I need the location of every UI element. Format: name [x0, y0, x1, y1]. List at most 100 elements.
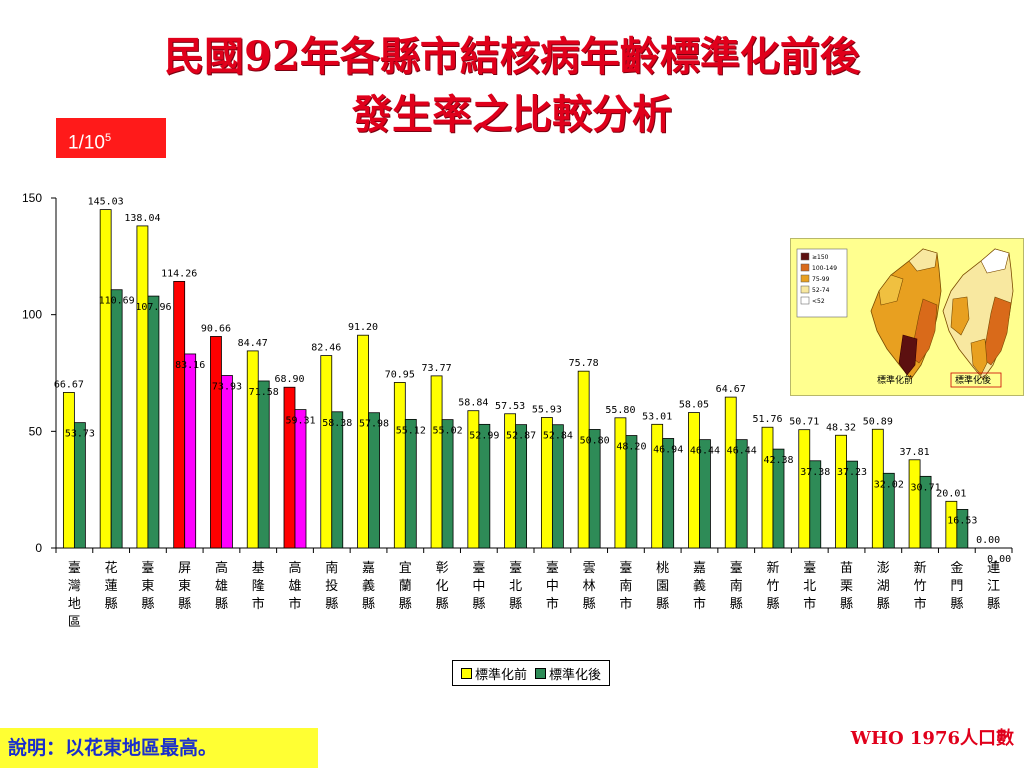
data-label-before: 55.93 [532, 404, 562, 415]
x-tick-label-char: 縣 [877, 597, 890, 612]
data-label-after: 52.84 [543, 431, 573, 442]
data-label-before: 73.77 [422, 363, 452, 374]
data-label-after: 42.38 [763, 455, 793, 466]
data-label-after: 37.38 [800, 467, 830, 478]
x-tick-label-char: 灣 [68, 579, 81, 594]
bar-before [357, 334, 369, 549]
x-tick-label-char: 雲 [583, 561, 596, 576]
x-tick-label-char: 金 [950, 560, 963, 576]
x-tick-label-char: 蓮 [105, 579, 118, 594]
map-legend-box [796, 248, 848, 318]
bar-before [62, 392, 75, 549]
map-legend-label: 52-74 [812, 287, 830, 294]
data-label-after: 37.23 [837, 467, 867, 478]
data-label-before: 75.78 [569, 358, 599, 369]
x-tick-label-char: 竹 [766, 579, 779, 594]
data-label-before: 58.84 [458, 398, 488, 409]
legend-label-after: 標準化後 [548, 667, 601, 683]
x-tick-label-char: 臺 [730, 561, 743, 576]
x-tick-label-char: 南 [325, 560, 338, 576]
x-tick-label-char: 臺 [619, 561, 632, 576]
data-label-after: 110.69 [99, 296, 135, 307]
x-tick-label-char: 縣 [178, 597, 191, 612]
unit-exponent: 5 [104, 132, 112, 144]
data-label-after: 46.44 [727, 446, 757, 457]
bar-after [331, 411, 344, 549]
data-label-after: 46.94 [653, 444, 683, 455]
map-legend-label: ≥150 [812, 254, 829, 261]
data-label-before: 50.89 [863, 416, 893, 427]
x-tick-label-char: 縣 [215, 597, 228, 612]
bar-before [761, 426, 774, 549]
x-tick-label-char: 嘉 [693, 561, 706, 576]
data-label-before: 138.04 [124, 213, 160, 224]
data-label-after: 0.00 [987, 554, 1011, 565]
data-label-before: 68.90 [274, 374, 304, 385]
x-tick-label-char: 南 [619, 578, 632, 594]
data-label-after: 52.99 [469, 430, 499, 441]
x-tick-label-char: 縣 [141, 597, 154, 612]
x-tick-label-char: 市 [252, 596, 265, 612]
data-label-after: 32.02 [874, 479, 904, 490]
data-label-before: 91.20 [348, 322, 378, 333]
bar-before [724, 396, 737, 549]
data-label-before: 145.03 [88, 197, 124, 208]
bar-after [441, 419, 454, 549]
x-tick-label-char: 投 [325, 578, 338, 594]
bar-after [625, 435, 638, 549]
bar-after [478, 423, 491, 549]
data-label-after: 107.96 [135, 302, 171, 313]
x-tick-label-char: 臺 [803, 561, 816, 576]
data-label-before: 53.01 [642, 411, 672, 422]
bar-after [551, 424, 564, 549]
bar-after [662, 438, 675, 549]
x-tick-label-char: 澎 [877, 561, 890, 576]
x-tick-label-char: 花 [105, 560, 118, 576]
x-tick-label-char: 縣 [105, 597, 118, 612]
bar-before [651, 423, 664, 549]
x-tick-label-char: 嘉 [362, 561, 375, 576]
x-tick-label-char: 縣 [840, 597, 853, 612]
data-label-before: 20.01 [936, 488, 966, 499]
bar-before [798, 429, 811, 549]
bar-after [735, 439, 748, 549]
x-tick-label-char: 縣 [766, 597, 779, 612]
x-tick-label-char: 縣 [472, 597, 485, 612]
data-label-after: 59.31 [285, 416, 315, 427]
x-tick-label-char: 市 [914, 596, 927, 612]
legend-swatch-before [460, 667, 472, 679]
x-tick-label-char: 區 [68, 615, 81, 630]
x-tick-label-char: 蘭 [399, 578, 412, 594]
x-tick-label-char: 園 [656, 579, 669, 594]
x-tick-label-char: 縣 [509, 597, 522, 612]
map-label-before: 標準化前 [877, 374, 913, 386]
x-tick-label-char: 市 [803, 596, 816, 612]
bar-after [919, 475, 932, 549]
x-tick-label-char: 桃 [656, 561, 669, 576]
map-before [870, 248, 942, 380]
x-tick-label-char: 義 [693, 578, 706, 594]
x-tick-label-char: 縣 [950, 597, 963, 612]
x-tick-label-char: 屏 [178, 561, 191, 576]
data-label-after: 83.16 [175, 360, 205, 371]
bar-after [772, 448, 785, 549]
map-label-after-frame [950, 372, 1002, 388]
map-legend-label: 75-99 [812, 276, 830, 283]
x-tick-label-char: 宜 [399, 561, 412, 576]
bar-after [809, 460, 822, 549]
x-tick-label-char: 隆 [252, 579, 265, 594]
x-tick-label-char: 地 [68, 597, 81, 612]
data-label-before: 114.26 [161, 268, 197, 279]
bar-before [835, 434, 847, 549]
map-label-after: 標準化後 [955, 374, 991, 386]
data-label-before: 48.32 [826, 422, 856, 433]
bar-after [257, 380, 270, 549]
x-tick-label-char: 彰 [436, 560, 449, 576]
title-line-1: 民國92年各縣市結核病年齡標準化前後 [164, 33, 860, 80]
data-label-before: 55.80 [605, 405, 635, 416]
data-label-before: 82.46 [311, 343, 341, 354]
bar-before [688, 412, 700, 549]
x-tick-label-char: 高 [215, 560, 228, 576]
bar-before [614, 417, 627, 549]
